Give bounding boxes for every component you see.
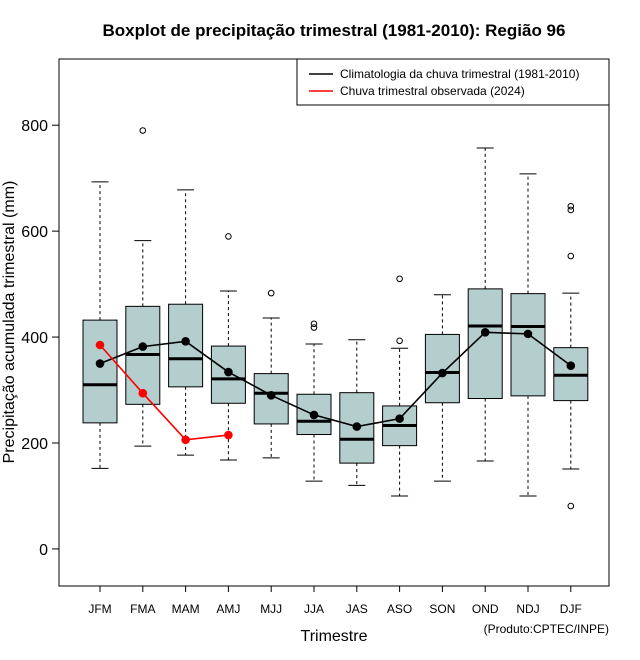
series-point bbox=[352, 422, 362, 431]
box-ASO bbox=[382, 275, 418, 497]
box-JFM bbox=[82, 181, 118, 469]
chart-title: Boxplot de precipitação trimestral (1981… bbox=[103, 21, 566, 40]
series-line bbox=[99, 331, 572, 428]
series-point bbox=[95, 359, 105, 368]
y-tick-label: 800 bbox=[21, 118, 48, 135]
box-JAS bbox=[339, 339, 375, 486]
series-point bbox=[95, 340, 105, 350]
outlier-point bbox=[396, 337, 403, 345]
plot-area bbox=[58, 58, 610, 587]
series-climatology bbox=[95, 327, 576, 431]
box-iqr bbox=[82, 319, 118, 424]
series-point bbox=[181, 435, 190, 445]
outlier-point bbox=[310, 324, 318, 331]
series-point bbox=[395, 414, 404, 423]
series-point bbox=[224, 367, 233, 377]
x-axis: JFM FMA MAM AMJ MJJ JJA JAS ASO SON OND NDJ DJF bbox=[88, 586, 582, 616]
outlier-point bbox=[567, 206, 575, 214]
box-iqr bbox=[424, 333, 460, 404]
y-axis-title: Precipitação acumulada trimestral (mm) bbox=[1, 181, 18, 464]
legend-label-observed: Chuva trimestral observada (2024) bbox=[340, 84, 525, 98]
x-tick-label: FMA bbox=[130, 602, 155, 616]
x-tick-label: DJF bbox=[560, 602, 582, 616]
x-tick-label: NDJ bbox=[516, 602, 539, 616]
series-point bbox=[181, 337, 190, 346]
series-point bbox=[309, 410, 319, 420]
series-point bbox=[438, 368, 447, 378]
outlier-point bbox=[567, 202, 575, 210]
outlier-point bbox=[310, 320, 318, 328]
outlier-point bbox=[567, 502, 575, 510]
box-MJJ bbox=[253, 289, 289, 459]
legend-box bbox=[296, 58, 610, 106]
outlier-point bbox=[267, 289, 275, 297]
box-NDJ bbox=[510, 173, 546, 497]
box-iqr bbox=[510, 293, 546, 397]
credit-text: (Produto:CPTEC/INPE) bbox=[484, 622, 609, 636]
box-FMA bbox=[125, 127, 161, 447]
outlier-point bbox=[225, 233, 232, 240]
x-axis-title: Trimestre bbox=[301, 628, 368, 645]
series-point bbox=[138, 342, 148, 351]
x-tick-label: JJA bbox=[304, 602, 324, 616]
x-tick-label: SON bbox=[429, 602, 455, 616]
outlier-point bbox=[567, 252, 575, 260]
x-tick-label: MJJ bbox=[260, 602, 282, 616]
x-tick-label: AMJ bbox=[216, 602, 240, 616]
x-tick-label: OND bbox=[472, 602, 499, 616]
box-SON bbox=[424, 294, 460, 482]
y-tick-label: 0 bbox=[39, 542, 48, 559]
series-point bbox=[266, 391, 276, 400]
box-AMJ bbox=[210, 233, 246, 461]
box-OND bbox=[467, 147, 503, 462]
outlier-point bbox=[396, 275, 403, 283]
outlier-point bbox=[139, 127, 147, 134]
y-tick-label: 400 bbox=[21, 330, 48, 347]
series-line bbox=[99, 344, 229, 441]
box-MAM bbox=[168, 189, 204, 456]
y-tick-label: 200 bbox=[21, 436, 48, 453]
box-JJA bbox=[296, 320, 332, 482]
legend-label-climatology: Climatologia da chuva trimestral (1981-2… bbox=[340, 67, 579, 81]
x-tick-label: JAS bbox=[346, 602, 368, 616]
legend: Climatologia da chuva trimestral (1981-2… bbox=[296, 58, 610, 106]
series-point bbox=[566, 361, 576, 370]
y-axis: 0 200 400 600 800 bbox=[21, 118, 59, 559]
series-observed bbox=[95, 340, 233, 445]
series-point bbox=[224, 430, 233, 440]
series-point bbox=[480, 327, 490, 337]
series-point bbox=[523, 329, 533, 339]
x-tick-label: JFM bbox=[88, 602, 111, 616]
x-tick-label: ASO bbox=[387, 602, 412, 616]
y-tick-label: 600 bbox=[21, 224, 48, 241]
x-tick-label: MAM bbox=[172, 602, 200, 616]
series-point bbox=[138, 388, 148, 398]
